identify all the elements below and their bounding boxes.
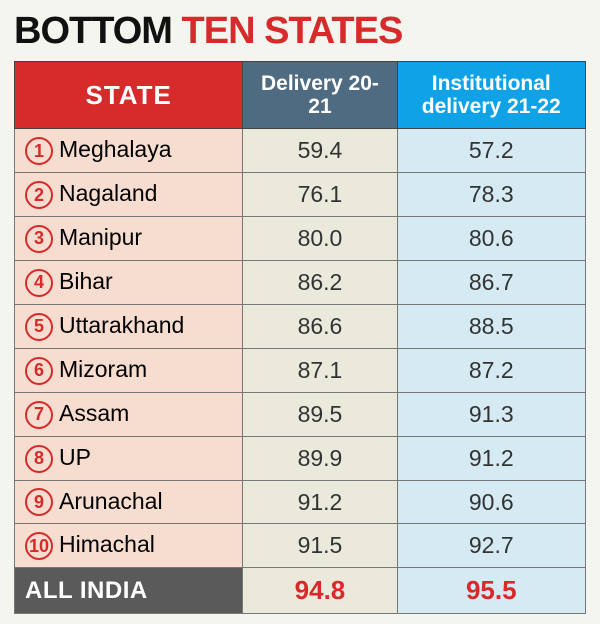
delivery-value: 59.4 [243, 129, 397, 173]
inst-delivery-value: 92.7 [397, 524, 585, 568]
state-name: Assam [59, 400, 129, 426]
table-row: 5Uttarakhand 86.6 88.5 [15, 304, 586, 348]
delivery-value: 89.9 [243, 436, 397, 480]
state-name: Himachal [59, 531, 155, 557]
rank-badge: 7 [25, 401, 53, 429]
state-cell: 7Assam [15, 392, 243, 436]
rank-badge: 6 [25, 357, 53, 385]
table-row: 4Bihar 86.2 86.7 [15, 260, 586, 304]
title-part2: TEN STATES [182, 10, 403, 52]
table-body: 1Meghalaya 59.4 57.2 2Nagaland 76.1 78.3… [15, 129, 586, 614]
state-cell: 2Nagaland [15, 173, 243, 217]
rank-badge: 1 [25, 137, 53, 165]
col-header-inst-delivery: Institutional delivery 21-22 [397, 62, 585, 129]
state-cell: 4Bihar [15, 260, 243, 304]
table-row: 9Arunachal 91.2 90.6 [15, 480, 586, 524]
title-part1: BOTTOM [14, 10, 182, 52]
state-name: UP [59, 444, 91, 470]
inst-delivery-value: 90.6 [397, 480, 585, 524]
table-row: 2Nagaland 76.1 78.3 [15, 173, 586, 217]
summary-row: ALL INDIA 94.8 95.5 [15, 568, 586, 614]
rank-badge: 4 [25, 269, 53, 297]
inst-delivery-value: 86.7 [397, 260, 585, 304]
state-name: Manipur [59, 224, 142, 250]
delivery-value: 89.5 [243, 392, 397, 436]
rank-badge: 9 [25, 488, 53, 516]
rank-badge: 5 [25, 313, 53, 341]
delivery-value: 86.2 [243, 260, 397, 304]
summary-v1: 94.8 [243, 568, 397, 614]
state-name: Arunachal [59, 488, 163, 514]
rank-badge: 8 [25, 445, 53, 473]
table-row: 1Meghalaya 59.4 57.2 [15, 129, 586, 173]
state-cell: 8UP [15, 436, 243, 480]
state-cell: 6Mizoram [15, 348, 243, 392]
col-header-state: STATE [15, 62, 243, 129]
inst-delivery-value: 91.3 [397, 392, 585, 436]
page-wrap: BOTTOM TEN STATES STATE Delivery 20-21 I… [0, 0, 600, 624]
rank-badge: 2 [25, 181, 53, 209]
state-name: Bihar [59, 268, 113, 294]
rank-badge: 10 [25, 532, 53, 560]
state-name: Uttarakhand [59, 312, 184, 338]
inst-delivery-value: 87.2 [397, 348, 585, 392]
page-title: BOTTOM TEN STATES [14, 10, 586, 53]
rank-badge: 3 [25, 225, 53, 253]
state-name: Mizoram [59, 356, 147, 382]
delivery-value: 91.2 [243, 480, 397, 524]
state-cell: 3Manipur [15, 217, 243, 261]
delivery-value: 91.5 [243, 524, 397, 568]
state-name: Nagaland [59, 180, 157, 206]
inst-delivery-value: 91.2 [397, 436, 585, 480]
state-cell: 5Uttarakhand [15, 304, 243, 348]
table-row: 6Mizoram 87.1 87.2 [15, 348, 586, 392]
table-row: 8UP 89.9 91.2 [15, 436, 586, 480]
inst-delivery-value: 80.6 [397, 217, 585, 261]
summary-v2: 95.5 [397, 568, 585, 614]
header-row: STATE Delivery 20-21 Institutional deliv… [15, 62, 586, 129]
states-table: STATE Delivery 20-21 Institutional deliv… [14, 61, 586, 614]
summary-label: ALL INDIA [15, 568, 243, 614]
table-row: 10Himachal 91.5 92.7 [15, 524, 586, 568]
table-row: 7Assam 89.5 91.3 [15, 392, 586, 436]
delivery-value: 80.0 [243, 217, 397, 261]
inst-delivery-value: 57.2 [397, 129, 585, 173]
state-cell: 9Arunachal [15, 480, 243, 524]
state-name: Meghalaya [59, 136, 172, 162]
state-cell: 10Himachal [15, 524, 243, 568]
col-header-delivery: Delivery 20-21 [243, 62, 397, 129]
state-cell: 1Meghalaya [15, 129, 243, 173]
delivery-value: 86.6 [243, 304, 397, 348]
delivery-value: 87.1 [243, 348, 397, 392]
inst-delivery-value: 78.3 [397, 173, 585, 217]
delivery-value: 76.1 [243, 173, 397, 217]
table-row: 3Manipur 80.0 80.6 [15, 217, 586, 261]
inst-delivery-value: 88.5 [397, 304, 585, 348]
